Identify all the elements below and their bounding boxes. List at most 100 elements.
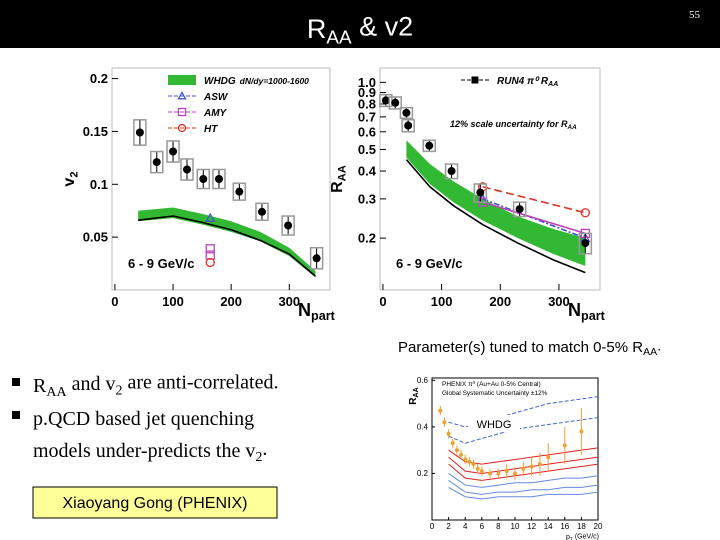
x-axis-label: Npart [298,300,336,323]
bullet-text-part: R [33,375,47,397]
x-axis-label-part: N [298,300,311,320]
data-point [476,188,485,197]
legend-text: Global Systematic Uncertainty ±12% [442,390,548,397]
bullet-marker [12,378,20,386]
model-curve [482,185,586,214]
data-point [504,469,509,474]
data-point [546,455,551,460]
marker [580,208,590,218]
bullet-text: RAA and v2 are anti-correlated. [33,371,278,400]
title-part: AA [326,28,352,49]
y-tick-label: 1.0 [358,75,376,90]
bullet-marker [12,411,20,419]
model-curve [448,417,599,444]
legend-label: AMY [203,108,228,119]
systematic-box [232,182,247,201]
data-point [182,165,191,174]
data-point [381,96,390,105]
x-tick-label: 16 [560,522,569,531]
title: RAA & v2 [307,12,413,49]
systematic-box [255,202,269,221]
data-point [454,448,459,453]
data-point [447,167,456,176]
data-point [284,221,293,230]
systematic-box [379,93,393,108]
systematic-box [212,168,226,190]
y-axis-label: RAA [329,165,348,193]
y-tick-label: 0.6 [417,376,429,385]
legend-label: RUN4 π⁰ RAA [497,76,558,88]
y-tick-label: 0.5 [358,142,376,157]
caption-part: Parameter(s) tuned to match 0-5% R [398,339,643,356]
data-point [402,108,411,117]
x-tick-label: 0 [430,522,435,531]
x-tick-label: 0 [111,294,118,309]
x-axis-label-part: (GeV/c) [573,533,599,540]
systematic-box [422,139,437,153]
data-point [214,175,223,183]
y-tick-label: 0.15 [83,124,108,139]
x-axis-label-part: part [311,309,336,323]
data-point [579,429,584,434]
y-axis-label-part: AA [413,387,420,397]
legend-text: PHENIX π⁰ (Au+Au 0-5% Central) [442,380,541,388]
y-tick-label: 0.2 [90,71,108,86]
plot-note: 6 - 9 GeV/c [396,256,462,271]
model-curve [405,159,586,274]
systematic-box [309,246,324,270]
systematic-box [578,232,593,255]
data-point [479,469,484,474]
model-curve [482,201,586,235]
data-point [562,443,567,448]
author-box [32,486,278,519]
y-axis-label-part: R [408,397,419,405]
marker [177,107,187,117]
model-curve [448,473,599,488]
x-tick-label: 0 [379,294,386,309]
data-point [235,187,244,196]
systematic-box [399,106,414,120]
bullet-text-part: AA [46,385,67,400]
model-label: WHDG [477,419,512,431]
bullet-text-part: 2 [255,450,262,465]
legend-label-part: ASW [203,92,229,103]
data-point [463,457,468,462]
y-tick-label: 0.4 [417,423,429,432]
caption-part: . [657,338,661,355]
systematic-box [281,215,295,236]
y-axis-label: v2 [61,171,80,186]
x-axis-label-part: N [568,300,581,320]
x-tick-label: 200 [489,294,511,309]
bullet-text-part: . [262,438,267,460]
model-curve [138,215,316,277]
x-tick-label: 300 [278,294,300,309]
data-point [391,98,400,107]
systematic-box [180,158,194,181]
legend-label-part: WHDG [204,76,236,87]
systematic-box [133,119,147,146]
x-tick-label: 6 [480,522,485,531]
y-tick-label: 0.1 [90,177,108,192]
systematic-box [444,163,459,180]
model-curve [448,486,599,500]
author: Xiaoyang Gong (PHENIX) [63,495,248,512]
y-axis-label-part: R [329,181,346,193]
legend-label-part: AMY [203,108,228,119]
caption-part: AA [643,346,657,358]
marker [205,244,215,254]
legend-label: ASW [203,92,229,103]
systematic-box [150,150,164,174]
marker [471,76,479,84]
x-tick-label: 4 [463,522,468,531]
caption: Parameter(s) tuned to match 0-5% RAA. [398,338,661,359]
y-tick-label: 0.6 [358,124,376,139]
x-tick-label: 100 [431,294,453,309]
marker [177,123,187,133]
y-axis-label-part: AA [336,165,348,181]
data-point [312,254,321,263]
x-axis-label-part: p [566,534,570,540]
data-point [471,462,476,467]
systematic-box [388,96,403,110]
y-tick-label: 0.9 [358,85,376,100]
